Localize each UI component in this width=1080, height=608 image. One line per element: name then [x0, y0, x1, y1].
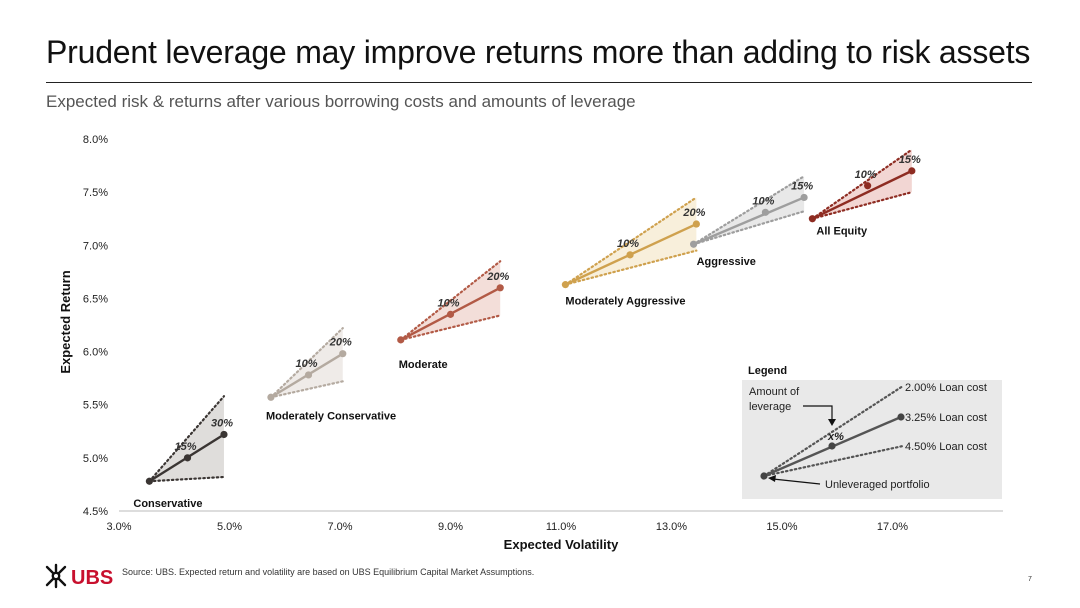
legend-box [742, 380, 1002, 499]
series-label: Conservative [133, 498, 202, 510]
high-cost-boundary [564, 249, 698, 286]
leveraged-point [761, 208, 770, 216]
legend-mid-cost-label: 3.25% Loan cost [905, 412, 987, 424]
y-tick-label: 6.5% [83, 293, 108, 305]
leverage-label: 10% [752, 195, 774, 207]
leverage-label: 10% [295, 358, 317, 370]
leverage-label: 15% [791, 180, 813, 192]
legend-amount-arrow [803, 405, 833, 421]
legend-low-cost-line [762, 384, 905, 478]
leverage-label: 20% [329, 337, 352, 349]
leverage-label: 20% [682, 207, 705, 219]
unleveraged-point [267, 393, 275, 401]
leveraged-point [908, 167, 916, 175]
high-cost-boundary [148, 475, 226, 483]
leveraged-point [339, 350, 347, 358]
legend-x-label: x% [827, 431, 844, 443]
y-axis-title: Expected Return [58, 270, 73, 373]
y-tick-label: 6.0% [83, 347, 108, 359]
high-cost-boundary [269, 380, 344, 399]
low-cost-boundary [148, 395, 226, 483]
y-tick-label: 7.0% [83, 240, 108, 252]
page-title: Prudent leverage may improve returns mor… [46, 34, 1031, 70]
series-label: Moderately Conservative [266, 410, 396, 422]
series-label: Aggressive [697, 256, 756, 268]
x-tick-label: 9.0% [438, 521, 463, 533]
legend-high-cost-label: 4.50% Loan cost [905, 441, 987, 453]
keys-icon [45, 563, 67, 589]
leverage-label: 10% [437, 297, 459, 309]
series-label: Moderately Aggressive [565, 296, 685, 308]
leveraged-point [446, 310, 455, 318]
logo-wordmark: UBS [71, 567, 113, 589]
page-subtitle: Expected risk & returns after various bo… [46, 92, 636, 111]
unleveraged-point [397, 336, 405, 344]
legend-amount-label-2: leverage [749, 401, 791, 413]
low-cost-boundary [269, 327, 344, 399]
title-divider [46, 82, 1032, 83]
legend-base-label: Unleveraged portfolio [825, 479, 930, 491]
legend-low-cost-label: 2.00% Loan cost [905, 382, 987, 394]
leverage-label: 15% [899, 154, 921, 166]
legend-mid-point [828, 442, 836, 450]
leveraged-point [220, 430, 228, 439]
x-tick-label: 7.0% [327, 521, 352, 533]
unleveraged-point [808, 215, 816, 223]
leverage-label: 30% [211, 417, 233, 429]
legend-base-point [760, 472, 768, 480]
mid-cost-line [693, 196, 805, 246]
x-tick-label: 17.0% [877, 521, 908, 533]
high-cost-boundary [399, 314, 502, 341]
legend-end-point [897, 413, 905, 421]
source-note: Source: UBS. Expected return and volatil… [122, 567, 535, 577]
x-tick-label: 5.0% [217, 521, 242, 533]
leverage-label: 15% [174, 441, 196, 453]
leverage-label: 10% [617, 238, 639, 250]
x-axis-title: Expected Volatility [504, 537, 619, 552]
legend-amount-arrowhead [828, 419, 836, 426]
leverage-cone-3 [565, 197, 697, 285]
low-cost-boundary [811, 148, 913, 220]
low-cost-boundary [564, 196, 698, 286]
legend-base-arrow [772, 478, 821, 485]
legend-base-arrowhead [768, 475, 776, 482]
legend-title: Legend [748, 365, 787, 377]
mid-cost-line [811, 169, 913, 220]
series-label: Moderate [399, 359, 448, 371]
y-tick-label: 4.5% [83, 506, 108, 518]
leveraged-point [304, 371, 313, 379]
x-tick-label: 3.0% [106, 521, 131, 533]
leveraged-point [496, 284, 504, 292]
leverage-label: 10% [855, 169, 877, 181]
x-tick-label: 11.0% [546, 521, 577, 533]
unleveraged-point [690, 240, 698, 248]
legend-high-cost-line [762, 444, 905, 478]
page-number: 7 [1028, 576, 1032, 583]
leveraged-point [626, 251, 634, 259]
legend-amount-label: Amount of [749, 386, 800, 398]
y-tick-label: 8.0% [83, 134, 108, 146]
high-cost-boundary [811, 191, 913, 220]
leveraged-point [800, 193, 808, 202]
low-cost-boundary [692, 175, 806, 246]
high-cost-boundary [692, 210, 806, 246]
y-tick-label: 5.0% [83, 453, 108, 465]
unleveraged-point [145, 477, 153, 485]
y-tick-label: 7.5% [83, 187, 108, 199]
leveraged-point [692, 220, 700, 228]
unleveraged-point [561, 281, 570, 289]
leveraged-point [183, 454, 192, 462]
x-tick-label: 15.0% [766, 521, 797, 533]
y-tick-label: 5.5% [83, 400, 108, 412]
leverage-label: 20% [486, 271, 509, 283]
ubs-logo: UBS [45, 563, 113, 589]
x-tick-label: 13.0% [656, 521, 687, 533]
leveraged-point [864, 182, 872, 190]
series-label: All Equity [816, 226, 868, 238]
low-cost-boundary [399, 260, 502, 341]
